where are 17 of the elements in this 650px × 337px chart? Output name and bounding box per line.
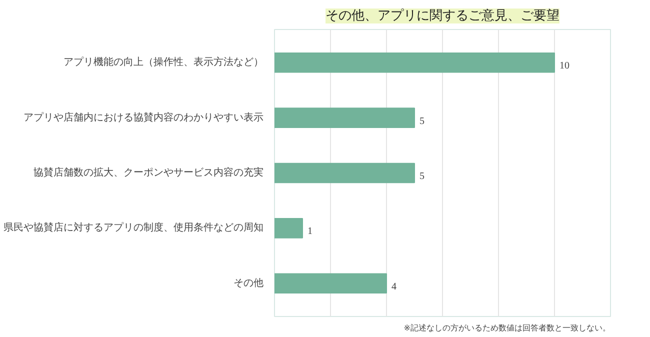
data-label: 10 [560,60,570,72]
chart-title: その他、アプリに関するご意見、ご要望 [326,8,560,24]
y-tick-label: 県民や協賛店に対するアプリの制度、使用条件などの周知 [4,222,264,234]
bar [274,52,555,73]
data-label: 5 [420,171,424,182]
y-tick-label: 協賛店舗数の拡大、クーポンやサービス内容の充実 [34,166,264,178]
y-tick-label: アプリ機能の向上（操作性、表示方法など） [64,56,264,68]
y-tick-label: その他 [234,276,264,289]
bar [274,273,387,294]
data-label: 4 [392,281,396,292]
y-tick-label: アプリや店舗内における協賛内容のわかりやすい表示 [24,111,264,124]
data-label: 1 [308,226,312,238]
bar [274,218,303,238]
text: ※記述なしの方がいるため数値は回答者数と一致しない。 [404,324,610,332]
data-label: 5 [420,116,424,127]
bar [274,108,415,128]
bar [274,162,415,184]
